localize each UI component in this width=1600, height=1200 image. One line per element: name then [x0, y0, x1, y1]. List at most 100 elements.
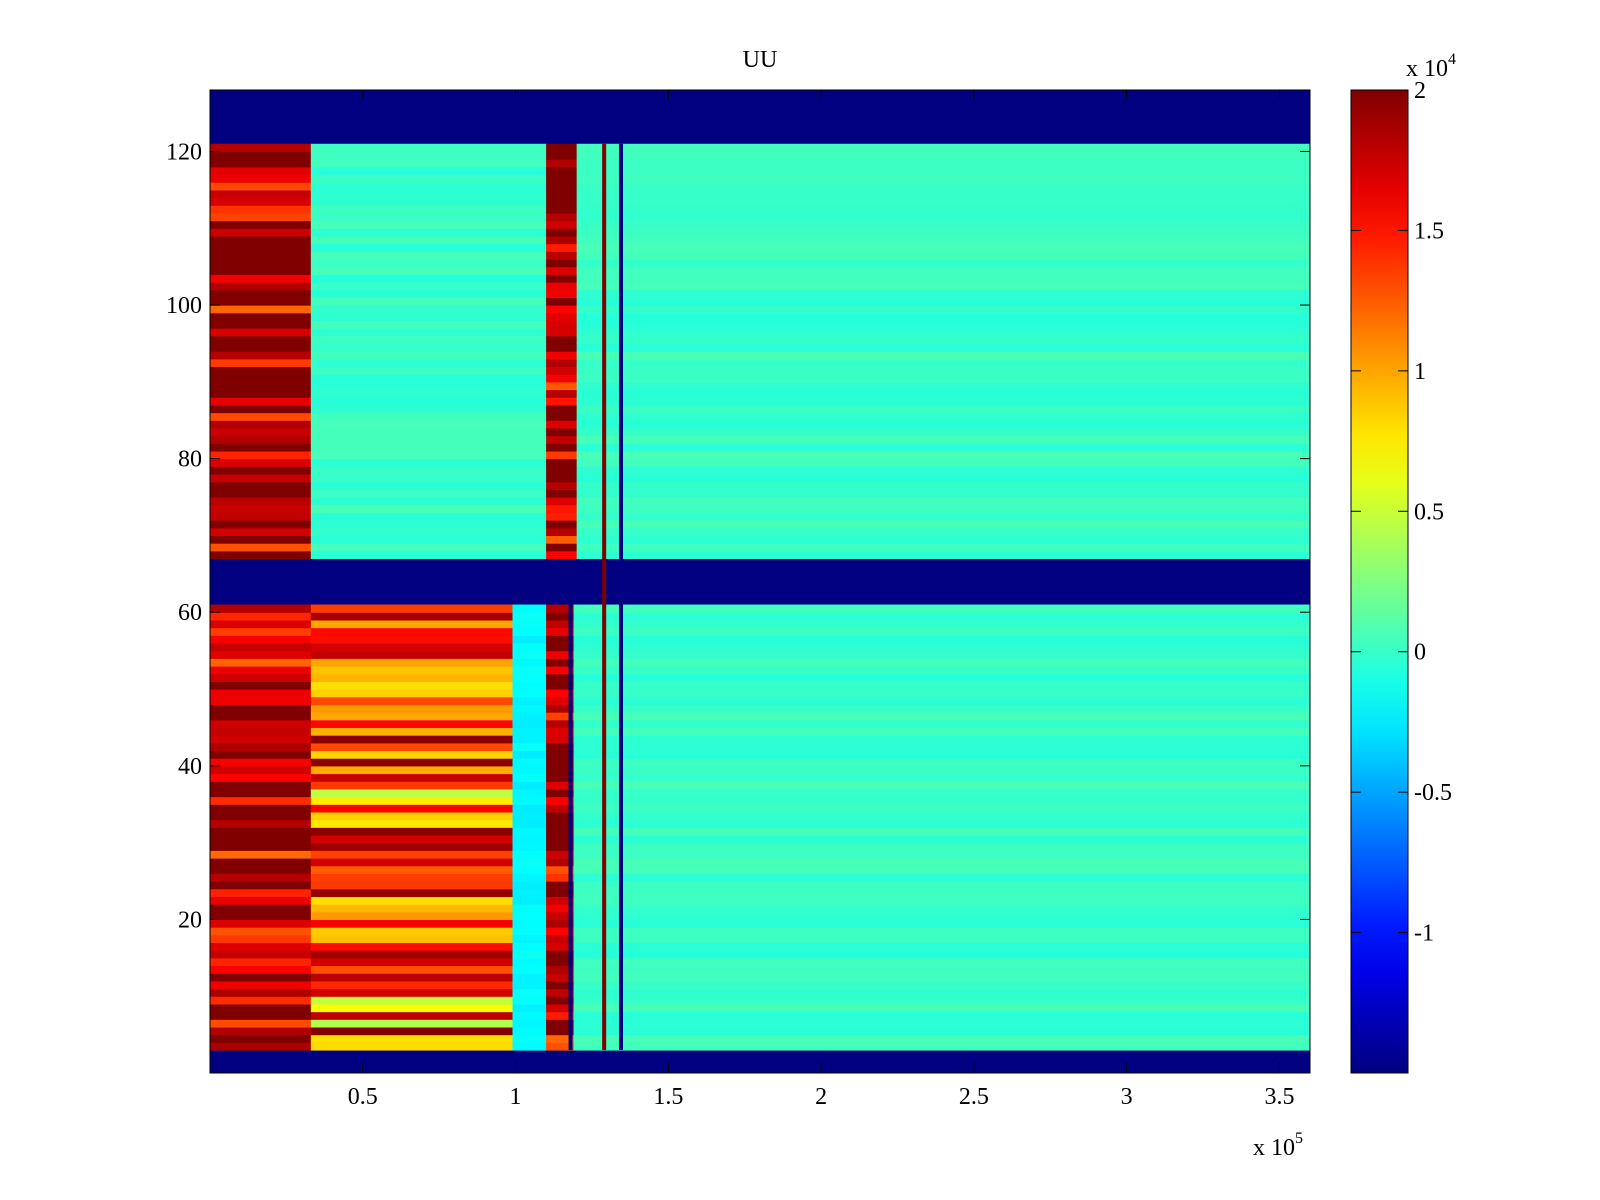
heatmap-cell	[210, 174, 312, 183]
heatmap-cell	[576, 497, 1310, 506]
heatmap-cell	[573, 635, 1310, 644]
heatmap-cell	[310, 151, 547, 160]
heatmap-cell	[546, 435, 578, 444]
heatmap-cell	[210, 489, 312, 498]
heatmap-cell	[210, 328, 312, 337]
heatmap-cell	[210, 857, 312, 867]
heatmap-cell	[546, 619, 575, 629]
x-tick-label: 2	[815, 1084, 827, 1110]
heatmap-cell	[310, 235, 547, 245]
heatmap-cell	[310, 704, 514, 713]
heatmap-cell	[576, 520, 1310, 529]
heatmap-cell	[576, 527, 1310, 537]
heatmap-cell	[576, 243, 1310, 252]
heatmap-cell	[576, 182, 1310, 191]
heatmap-cell	[573, 604, 1310, 613]
heatmap-cell	[576, 443, 1310, 452]
heatmap-cell	[546, 1042, 575, 1051]
heatmap-cell	[546, 658, 575, 667]
heatmap-cell	[210, 881, 312, 890]
heatmap-cell	[576, 320, 1310, 329]
heatmap-cell	[546, 911, 575, 921]
svg-text:x 104: x 104	[1406, 51, 1456, 82]
heatmap-cell	[310, 251, 547, 260]
heatmap-cell	[210, 427, 312, 437]
heatmap-cell	[310, 1019, 514, 1028]
colorbar-axis: -1 -0.5 0 0.5 1 1.5 2	[1351, 78, 1452, 947]
heatmap-cell	[573, 773, 1310, 782]
x-multiplier-base: x 10	[1253, 1135, 1295, 1161]
heatmap-cell	[210, 619, 312, 629]
heatmap-cell	[310, 381, 547, 391]
heatmap-cell	[310, 374, 547, 383]
x-multiplier-exponent: 5	[1295, 1130, 1303, 1147]
heatmap-cell	[210, 443, 312, 452]
heatmap-cell	[546, 281, 578, 291]
heatmap-cell	[512, 727, 547, 736]
heatmap-cell	[512, 604, 547, 613]
heatmap-cell	[576, 205, 1310, 214]
heatmap-cell	[576, 435, 1310, 444]
heatmap-cell	[573, 1019, 1310, 1028]
heatmap-cell	[210, 520, 312, 529]
heatmap-cell	[546, 143, 578, 153]
heatmap-cell	[573, 950, 1310, 959]
heatmap-cell	[210, 320, 312, 329]
heatmap-cell	[546, 351, 578, 360]
y-axis: 20 40 60 80 100 120	[166, 139, 1310, 933]
heatmap-cell	[573, 673, 1310, 682]
heatmap-cell	[210, 151, 312, 160]
heatmap-cell	[310, 228, 547, 237]
heatmap-cell	[546, 243, 578, 252]
heatmap-cell	[310, 504, 547, 513]
heatmap-cell	[546, 320, 578, 329]
heatmap-cell	[210, 235, 312, 245]
heatmap-cell	[210, 535, 312, 544]
heatmap-cell	[210, 381, 312, 391]
x-tick-label: 0.5	[348, 1084, 378, 1110]
heatmap-cell	[546, 788, 575, 798]
x-tick-label: 3.5	[1264, 1084, 1294, 1110]
heatmap-cell	[310, 750, 514, 759]
heatmap-cell	[310, 366, 547, 375]
heatmap-cell	[310, 650, 514, 659]
heatmap-cell	[546, 182, 578, 191]
heatmap-cell	[512, 1019, 547, 1028]
heatmap-cell	[573, 873, 1310, 882]
heatmap-cell	[210, 189, 312, 199]
heatmap-cell	[310, 919, 514, 928]
heatmap-cell	[512, 996, 547, 1005]
heatmap-cell	[512, 850, 547, 859]
heatmap-cell	[546, 420, 578, 429]
heatmap-cell	[210, 873, 312, 882]
heatmap-cell	[310, 827, 514, 836]
heatmap-cell	[546, 665, 575, 675]
heatmap-cell	[512, 788, 547, 798]
heatmap-cell	[310, 604, 514, 613]
heatmap-cell	[573, 965, 1310, 974]
heatmap-cell	[210, 827, 312, 836]
heatmap-cell	[546, 727, 575, 736]
heatmap-cell	[210, 397, 312, 406]
heatmap-cell	[210, 182, 312, 191]
heatmap-cell	[573, 796, 1310, 805]
heatmap-cell	[546, 297, 578, 306]
heatmap-cell	[310, 765, 514, 775]
heatmap-cell	[512, 665, 547, 675]
heatmap-cell	[210, 627, 312, 636]
heatmap-cell	[546, 758, 575, 767]
heatmap-cell	[210, 1042, 312, 1051]
heatmap-cell	[546, 827, 575, 836]
heatmap-cell	[210, 297, 312, 306]
heatmap-cell	[573, 758, 1310, 767]
x-tick-label: 2.5	[959, 1084, 989, 1110]
heatmap-cell	[210, 735, 312, 744]
heatmap-cell	[576, 358, 1310, 368]
heatmap-cell	[310, 742, 514, 752]
heatmap-cell	[576, 381, 1310, 391]
heatmap-cell	[210, 458, 312, 467]
heatmap-cell	[546, 773, 575, 782]
heatmap-cell	[210, 719, 312, 729]
heatmap-cell	[512, 742, 547, 752]
heatmap-cell	[310, 458, 547, 467]
